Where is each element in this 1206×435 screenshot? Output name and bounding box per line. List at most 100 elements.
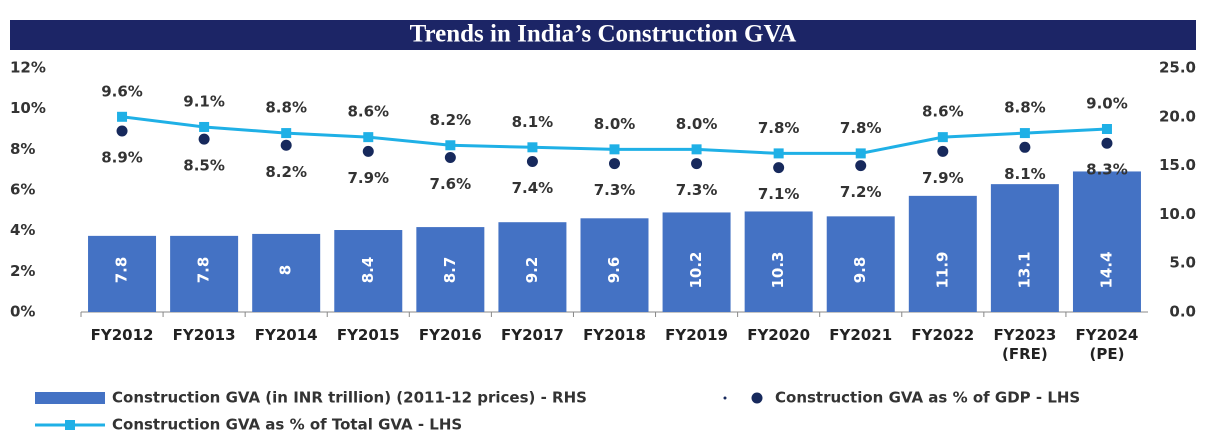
dot-label: 7.4%	[512, 179, 554, 197]
line-marker	[1101, 124, 1112, 134]
bar-label: 9.8	[851, 257, 869, 284]
x-tick-label: FY2021	[829, 326, 893, 344]
line-label: 8.6%	[922, 103, 964, 121]
y-tick-label: 6%	[10, 181, 35, 199]
y-tick-label: 10%	[10, 99, 46, 117]
bar-label: 8.7	[441, 257, 459, 284]
dot-label: 8.9%	[101, 149, 143, 167]
x-tick-label: FY2014	[254, 326, 318, 344]
bar	[498, 222, 567, 312]
bar	[252, 233, 321, 312]
line-label: 7.8%	[758, 119, 800, 137]
dot-label: 7.3%	[594, 181, 636, 199]
x-tick-label: FY2016	[418, 326, 482, 344]
dot	[1019, 141, 1031, 153]
dot-label: 7.1%	[758, 185, 800, 203]
bar	[908, 195, 977, 312]
dot	[444, 151, 456, 163]
bar-label: 9.6	[605, 257, 623, 284]
x-tick-label: FY2022	[911, 326, 975, 344]
line-label: 9.6%	[101, 82, 143, 100]
y2-tick-label: 10.0	[1159, 205, 1196, 223]
dot	[526, 156, 538, 168]
bar	[826, 216, 895, 312]
line-label: 8.2%	[430, 111, 472, 129]
bar-label: 8	[277, 265, 295, 275]
dot	[1101, 137, 1113, 149]
legend-label: Construction GVA (in INR trillion) (2011…	[112, 389, 587, 407]
legend-label: Construction GVA as % of Total GVA - LHS	[112, 416, 462, 434]
line-marker	[527, 142, 538, 153]
dot-label: 8.1%	[1004, 165, 1046, 183]
legend-swatch	[35, 392, 105, 404]
line-label: 9.1%	[183, 92, 225, 110]
line-marker	[773, 148, 784, 159]
legend-swatch	[65, 420, 75, 430]
bar-label: 14.4	[1097, 251, 1115, 288]
dot	[691, 158, 703, 170]
chart-title: Trends in India’s Construction GVA	[410, 21, 797, 48]
title-banner	[10, 20, 1196, 50]
line-label: 7.8%	[840, 119, 882, 137]
line-marker	[691, 144, 702, 155]
bar-label: 8.4	[359, 257, 377, 284]
line-marker	[363, 132, 374, 143]
line-label: 8.8%	[265, 99, 307, 117]
line-label: 9.0%	[1086, 95, 1128, 113]
dot-label: 7.3%	[676, 181, 718, 199]
legend-swatch	[751, 392, 763, 404]
dot-label: 8.3%	[1086, 161, 1128, 179]
line-marker	[199, 121, 210, 132]
y-tick-label: 8%	[10, 140, 35, 158]
bar	[88, 235, 157, 312]
dot	[937, 145, 949, 157]
y-tick-label: 12%	[10, 59, 46, 77]
x-tick-label: FY2023 (FRE)	[993, 326, 1057, 363]
line-marker	[855, 148, 866, 159]
x-tick-label: FY2013	[172, 326, 236, 344]
y2-tick-label: 25.0	[1159, 59, 1196, 77]
line-label: 8.1%	[512, 113, 554, 131]
bar	[334, 230, 403, 312]
line-label: 8.6%	[347, 103, 389, 121]
x-tick-label: FY2024 (PE)	[1075, 326, 1139, 363]
dot-label: 8.2%	[265, 163, 307, 181]
y-tick-label: 0%	[10, 303, 35, 321]
y2-tick-label: 0.0	[1169, 303, 1196, 321]
y2-tick-label: 5.0	[1169, 254, 1196, 272]
dot	[855, 160, 867, 172]
bar-label: 7.8	[113, 257, 131, 284]
line-marker	[937, 132, 948, 143]
x-tick-label: FY2012	[90, 326, 154, 344]
bar	[170, 235, 239, 312]
bar-label: 9.2	[523, 257, 541, 284]
bar	[1072, 171, 1141, 312]
bar	[744, 211, 813, 312]
legend-label: Construction GVA as % of GDP - LHS	[775, 389, 1080, 407]
bar-label: 7.8	[195, 257, 213, 284]
line-marker	[281, 128, 292, 139]
dot-label: 7.2%	[840, 183, 882, 201]
bar	[580, 218, 649, 312]
dot	[362, 145, 374, 157]
line-marker	[1019, 128, 1030, 139]
line-label: 8.8%	[1004, 99, 1046, 117]
bar	[416, 227, 485, 312]
bar-label: 10.3	[769, 251, 787, 288]
bar-label: 11.9	[933, 251, 951, 288]
bar	[662, 212, 731, 312]
dot	[773, 162, 785, 174]
y2-tick-label: 20.0	[1159, 107, 1196, 125]
dot	[609, 158, 620, 170]
dot-label: 7.9%	[347, 169, 389, 187]
dot	[116, 125, 128, 137]
dot-label: 7.9%	[922, 169, 964, 187]
y-tick-label: 4%	[10, 221, 35, 239]
bar-label: 10.2	[687, 251, 705, 288]
dot-label: 7.6%	[430, 175, 472, 193]
y-tick-label: 2%	[10, 262, 35, 280]
x-tick-label: FY2019	[665, 326, 728, 344]
dot-label: 8.5%	[183, 157, 225, 175]
